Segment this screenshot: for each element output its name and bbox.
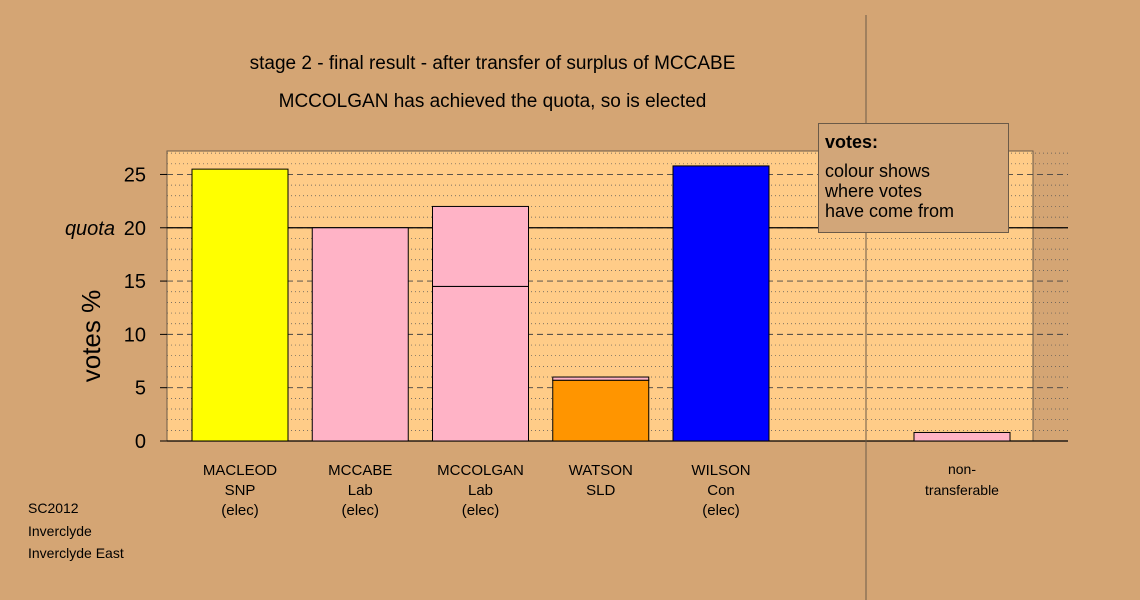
source-ward: Inverclyde East	[28, 545, 124, 561]
bar-segment	[191, 168, 289, 442]
bar-segment	[432, 285, 529, 442]
y-tick-label: 20	[124, 218, 146, 240]
bar-label-status: (elec)	[221, 502, 259, 519]
bar-label-party: Lab	[348, 482, 373, 499]
source-council: Inverclyde	[28, 523, 92, 539]
nontransferable-bar	[913, 431, 1011, 442]
bar-label-name: WILSON	[691, 462, 750, 479]
bar-label-status: (elec)	[462, 502, 500, 519]
y-axis: 0 5 10 15 20 25 quota	[65, 164, 167, 453]
chart-subtitle: MCCOLGAN has achieved the quota, so is e…	[278, 91, 707, 112]
bar-segment	[311, 227, 409, 442]
y-tick-label: 10	[124, 324, 146, 346]
y-tick-label: 15	[124, 271, 146, 293]
y-tick-label: 0	[135, 431, 146, 453]
y-tick-label: 25	[124, 164, 146, 186]
legend-line: colour shows	[825, 161, 931, 181]
bar-label-party: SNP	[225, 482, 256, 499]
chart-title: stage 2 - final result - after transfer …	[249, 53, 736, 74]
bar-label-status: (elec)	[702, 502, 740, 519]
bar-segment	[672, 165, 770, 442]
bar-label-party: Lab	[468, 482, 493, 499]
bar-label-party: Con	[707, 482, 735, 499]
legend-title: votes:	[825, 132, 879, 152]
bar-labels: MACLEOD SNP (elec) MCCABE Lab (elec) MCCOLGAN L…	[203, 461, 999, 519]
legend-line: where votes	[825, 181, 923, 201]
bar-label-name: WATSON	[569, 462, 633, 479]
nontransferable-label: transferable	[925, 482, 999, 498]
bar-segment	[552, 379, 650, 442]
y-tick-label: 5	[135, 378, 146, 400]
legend: votes: colour shows where votes have com…	[818, 123, 1009, 233]
quota-label: quota	[65, 218, 115, 240]
bar-segment	[432, 205, 529, 287]
bar-label-status: (elec)	[341, 502, 379, 519]
bars	[191, 165, 1011, 442]
nontransferable-label: non-	[948, 461, 976, 477]
bar-label-name: MACLEOD	[203, 462, 277, 479]
legend-line: have come from	[825, 201, 955, 221]
bar-label-party: SLD	[586, 482, 615, 499]
bar-segment	[552, 376, 650, 381]
y-axis-label: votes %	[76, 290, 106, 383]
source-election: SC2012	[28, 500, 79, 516]
bar-label-name: MCCABE	[328, 462, 392, 479]
bar-label-name: MCCOLGAN	[437, 462, 524, 479]
